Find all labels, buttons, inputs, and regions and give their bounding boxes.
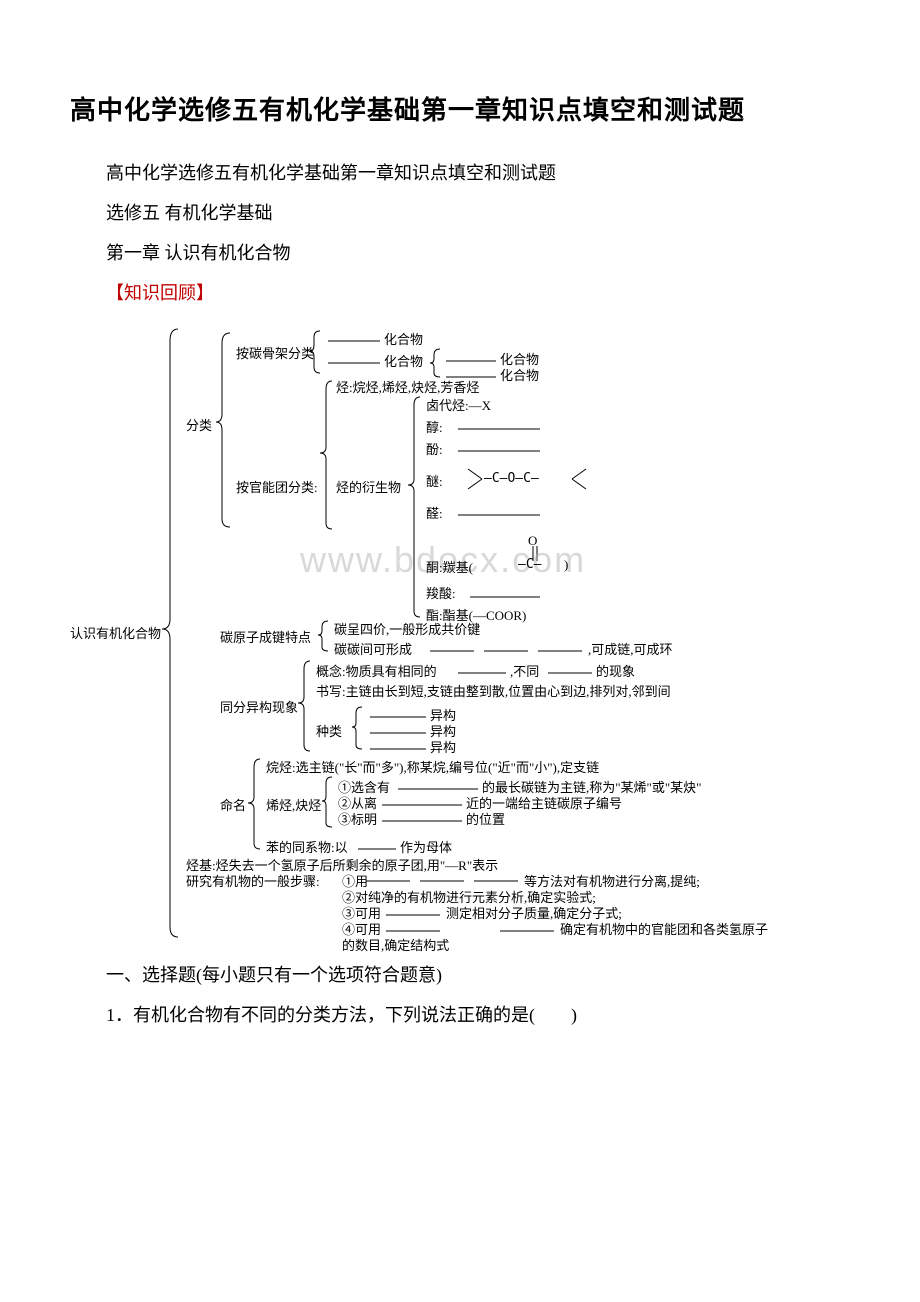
lbl-icon: 概念:物质具有相同的 <box>316 661 437 680</box>
lbl-ik3: 异构 <box>430 737 456 756</box>
review-heading: 【知识回顾】 <box>70 275 850 311</box>
book-line: 选修五 有机化学基础 <box>70 195 850 231</box>
page-title: 高中化学选修五有机化学基础第一章知识点填空和测试题 <box>70 90 850 127</box>
lbl-b2b: ,可成链,可成环 <box>588 639 673 658</box>
lbl-class: 分类 <box>186 415 212 434</box>
lbl-bond: 碳原子成键特点 <box>220 627 311 646</box>
lbl-ald: 醛: <box>426 503 443 522</box>
lbl-nmbenz: 苯的同系物:以 <box>266 837 348 856</box>
lbl-ket-o: O <box>528 533 537 549</box>
lbl-phen: 酚: <box>426 439 443 458</box>
lbl-iwr: 书写:主链由长到短,支链由整到散,位置由心到边,排列对,邻到间 <box>316 681 671 700</box>
lbl-skel-b: 化合物 <box>384 351 423 370</box>
lbl-step: 研究有机物的一般步骤: <box>186 871 320 890</box>
lbl-alc: 醇: <box>426 417 443 436</box>
lbl-nme3b: 的位置 <box>466 809 505 828</box>
lbl-s4b: 确定有机物中的官能团和各类氢原子 <box>560 919 768 938</box>
lbl-hyd: 烃:烷烃,烯烃,炔烃,芳香烃 <box>336 377 479 396</box>
lbl-ether: 醚: <box>426 471 443 490</box>
lbl-icon3: 的现象 <box>596 661 635 680</box>
lbl-nme3a: ③标明 <box>338 809 377 828</box>
lbl-ket-s: —C— <box>518 557 541 572</box>
lbl-skel: 按碳骨架分类 <box>236 343 314 362</box>
subtitle-line: 高中化学选修五有机化学基础第一章知识点填空和测试题 <box>70 155 850 191</box>
lbl-acid: 羧酸: <box>426 583 456 602</box>
lbl-ket-e: ) <box>564 557 568 573</box>
lbl-skel-b2: 化合物 <box>500 365 539 384</box>
lbl-nmalk: 烷烃:选主链("长"而"多"),称某烷,编号位("近"而"小"),定支链 <box>266 757 599 776</box>
question-1: 1．有机化合物有不同的分类方法，下列说法正确的是( ) <box>70 997 850 1033</box>
lbl-func: 按官能团分类: <box>236 477 318 496</box>
lbl-nmbenz2: 作为母体 <box>400 837 452 856</box>
lbl-s4c: 的数目,确定结构式 <box>342 935 449 954</box>
lbl-nmene: 烯烃,炔烃 <box>266 795 321 814</box>
concept-diagram: www.bdocx.com 认识有机化合物 分类 按碳骨架分类 化合物 化合物 … <box>70 319 850 939</box>
lbl-name: 命名 <box>220 795 246 814</box>
lbl-b1: 碳呈四价,一般形成共价键 <box>334 619 480 638</box>
lbl-ether-s: —C—O—C— <box>484 471 539 486</box>
lbl-ket: 酮:羰基( <box>426 557 473 576</box>
lbl-icon2: ,不同 <box>510 661 539 680</box>
lbl-b2a: 碳碳间可形成 <box>334 639 412 658</box>
lbl-root: 认识有机化合物 <box>70 623 161 642</box>
lbl-der: 烃的衍生物 <box>336 477 401 496</box>
lbl-ikind: 种类 <box>316 721 342 740</box>
lbl-skel-a: 化合物 <box>384 329 423 348</box>
chapter-line: 第一章 认识有机化合物 <box>70 235 850 271</box>
lbl-iso: 同分异构现象 <box>220 697 298 716</box>
lbl-halide: 卤代烃:—X <box>426 395 491 414</box>
question-header: 一、选择题(每小题只有一个选项符合题意) <box>70 957 850 993</box>
